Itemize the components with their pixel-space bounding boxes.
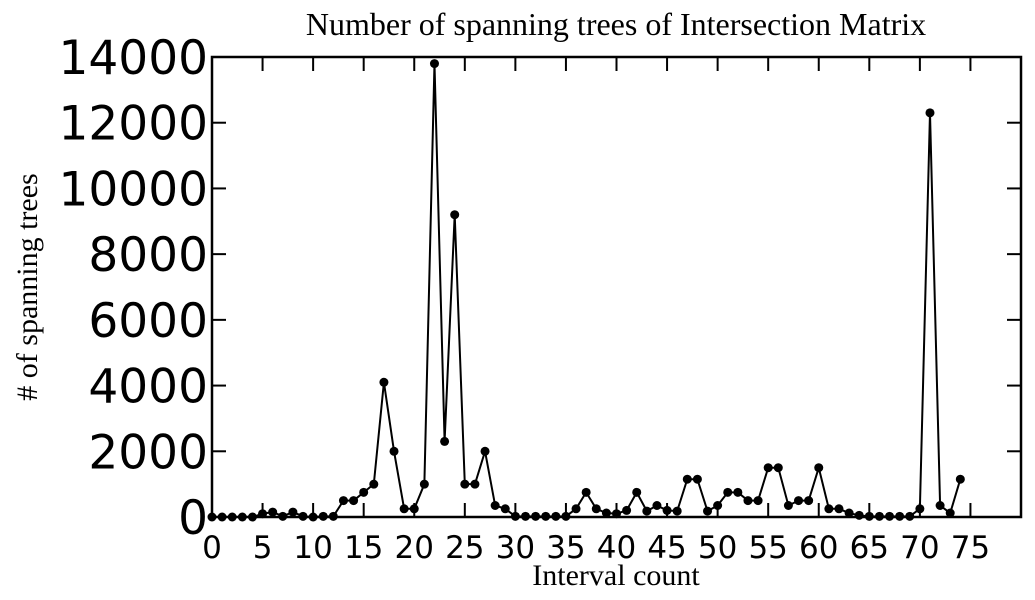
data-point (945, 508, 955, 518)
data-point (925, 108, 935, 118)
x-tick-label: 40 (597, 530, 636, 566)
y-tick-label: 12000 (58, 97, 208, 152)
data-point (955, 474, 965, 484)
data-point (268, 507, 278, 517)
data-point (500, 504, 510, 514)
data-point (359, 487, 369, 497)
y-tick-label: 4000 (88, 360, 208, 415)
chart-title: Number of spanning trees of Intersection… (306, 6, 926, 42)
plot-frame (210, 55, 1023, 519)
x-tick-label: 25 (445, 530, 484, 566)
data-point (753, 496, 763, 506)
data-point (470, 479, 480, 489)
data-point (642, 506, 652, 516)
x-tick-label: 45 (647, 530, 686, 566)
y-axis-label: # of spanning trees (11, 173, 44, 400)
y-tick-label: 14000 (58, 31, 208, 86)
data-point (460, 479, 470, 489)
data-point (450, 210, 460, 220)
data-point (288, 507, 298, 517)
data-point (662, 505, 672, 515)
data-point (369, 479, 379, 489)
x-tick-label: 30 (496, 530, 535, 566)
data-point (409, 504, 419, 514)
data-point (672, 506, 682, 516)
y-tick-label: 2000 (88, 425, 208, 480)
data-point (692, 474, 702, 484)
data-point (399, 504, 409, 514)
data-point (743, 496, 753, 506)
data-point (854, 510, 864, 520)
data-point (652, 501, 662, 510)
data-point (834, 504, 844, 514)
data-point (763, 463, 773, 473)
data-point (794, 496, 804, 506)
data-point (379, 377, 389, 387)
y-tick-label: 10000 (58, 162, 208, 217)
data-point (824, 504, 834, 514)
data-point (490, 501, 500, 510)
x-tick-label: 60 (799, 530, 838, 566)
data-point (591, 504, 601, 514)
data-point (429, 59, 439, 69)
x-tick-label: 70 (900, 530, 939, 566)
data-point (804, 496, 814, 506)
data-point (723, 487, 733, 497)
data-point (682, 474, 692, 484)
data-point (814, 463, 824, 473)
data-point (349, 496, 359, 506)
x-axis-label: Interval count (532, 559, 700, 592)
x-tick-label: 35 (546, 530, 585, 566)
data-point (713, 501, 723, 510)
x-tick-label: 65 (850, 530, 889, 566)
data-point (581, 487, 591, 497)
x-tick-label: 5 (253, 530, 273, 566)
data-point (844, 508, 854, 518)
data-point (338, 496, 348, 506)
x-tick-label: 20 (395, 530, 434, 566)
data-point (773, 463, 783, 473)
y-tick-label: 6000 (88, 294, 208, 349)
data-point (703, 506, 713, 516)
data-point (935, 501, 945, 510)
x-tick-label: 50 (698, 530, 737, 566)
y-tick-labels: 0 2000 4000 6000 8000 10000 12000 14000 (58, 31, 208, 546)
x-tick-label: 15 (344, 530, 383, 566)
data-point (622, 505, 632, 515)
data-points (207, 59, 965, 522)
data-point (571, 504, 581, 514)
data-point (440, 436, 450, 446)
data-point (783, 501, 793, 510)
data-point (632, 487, 642, 497)
y-tick-label: 8000 (88, 228, 208, 283)
y-tick-label: 0 (178, 491, 208, 546)
series-line (212, 63, 962, 519)
data-point (389, 446, 399, 456)
x-tick-label: 10 (293, 530, 332, 566)
data-point (419, 479, 429, 489)
x-tick-labels: 0 5 10 15 20 25 30 35 40 45 50 55 60 65 70 75 (202, 530, 990, 566)
data-point (601, 508, 611, 518)
data-point (480, 446, 490, 456)
ticks-layer (211, 56, 1021, 518)
x-tick-label: 75 (951, 530, 990, 566)
data-point (733, 487, 743, 497)
data-point (915, 504, 925, 514)
x-tick-label: 55 (748, 530, 787, 566)
x-tick-label: 0 (202, 530, 222, 566)
